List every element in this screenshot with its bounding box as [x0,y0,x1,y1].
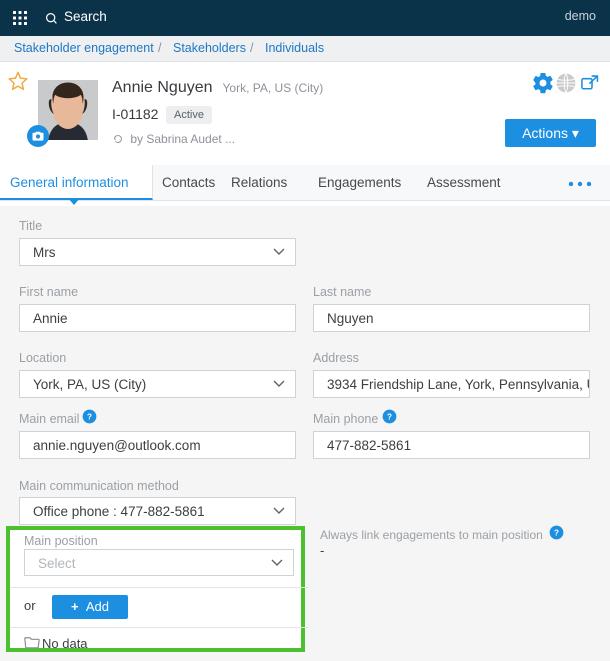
svg-text:?: ? [554,528,559,537]
svg-text:?: ? [387,412,392,421]
svg-text:?: ? [87,412,92,421]
